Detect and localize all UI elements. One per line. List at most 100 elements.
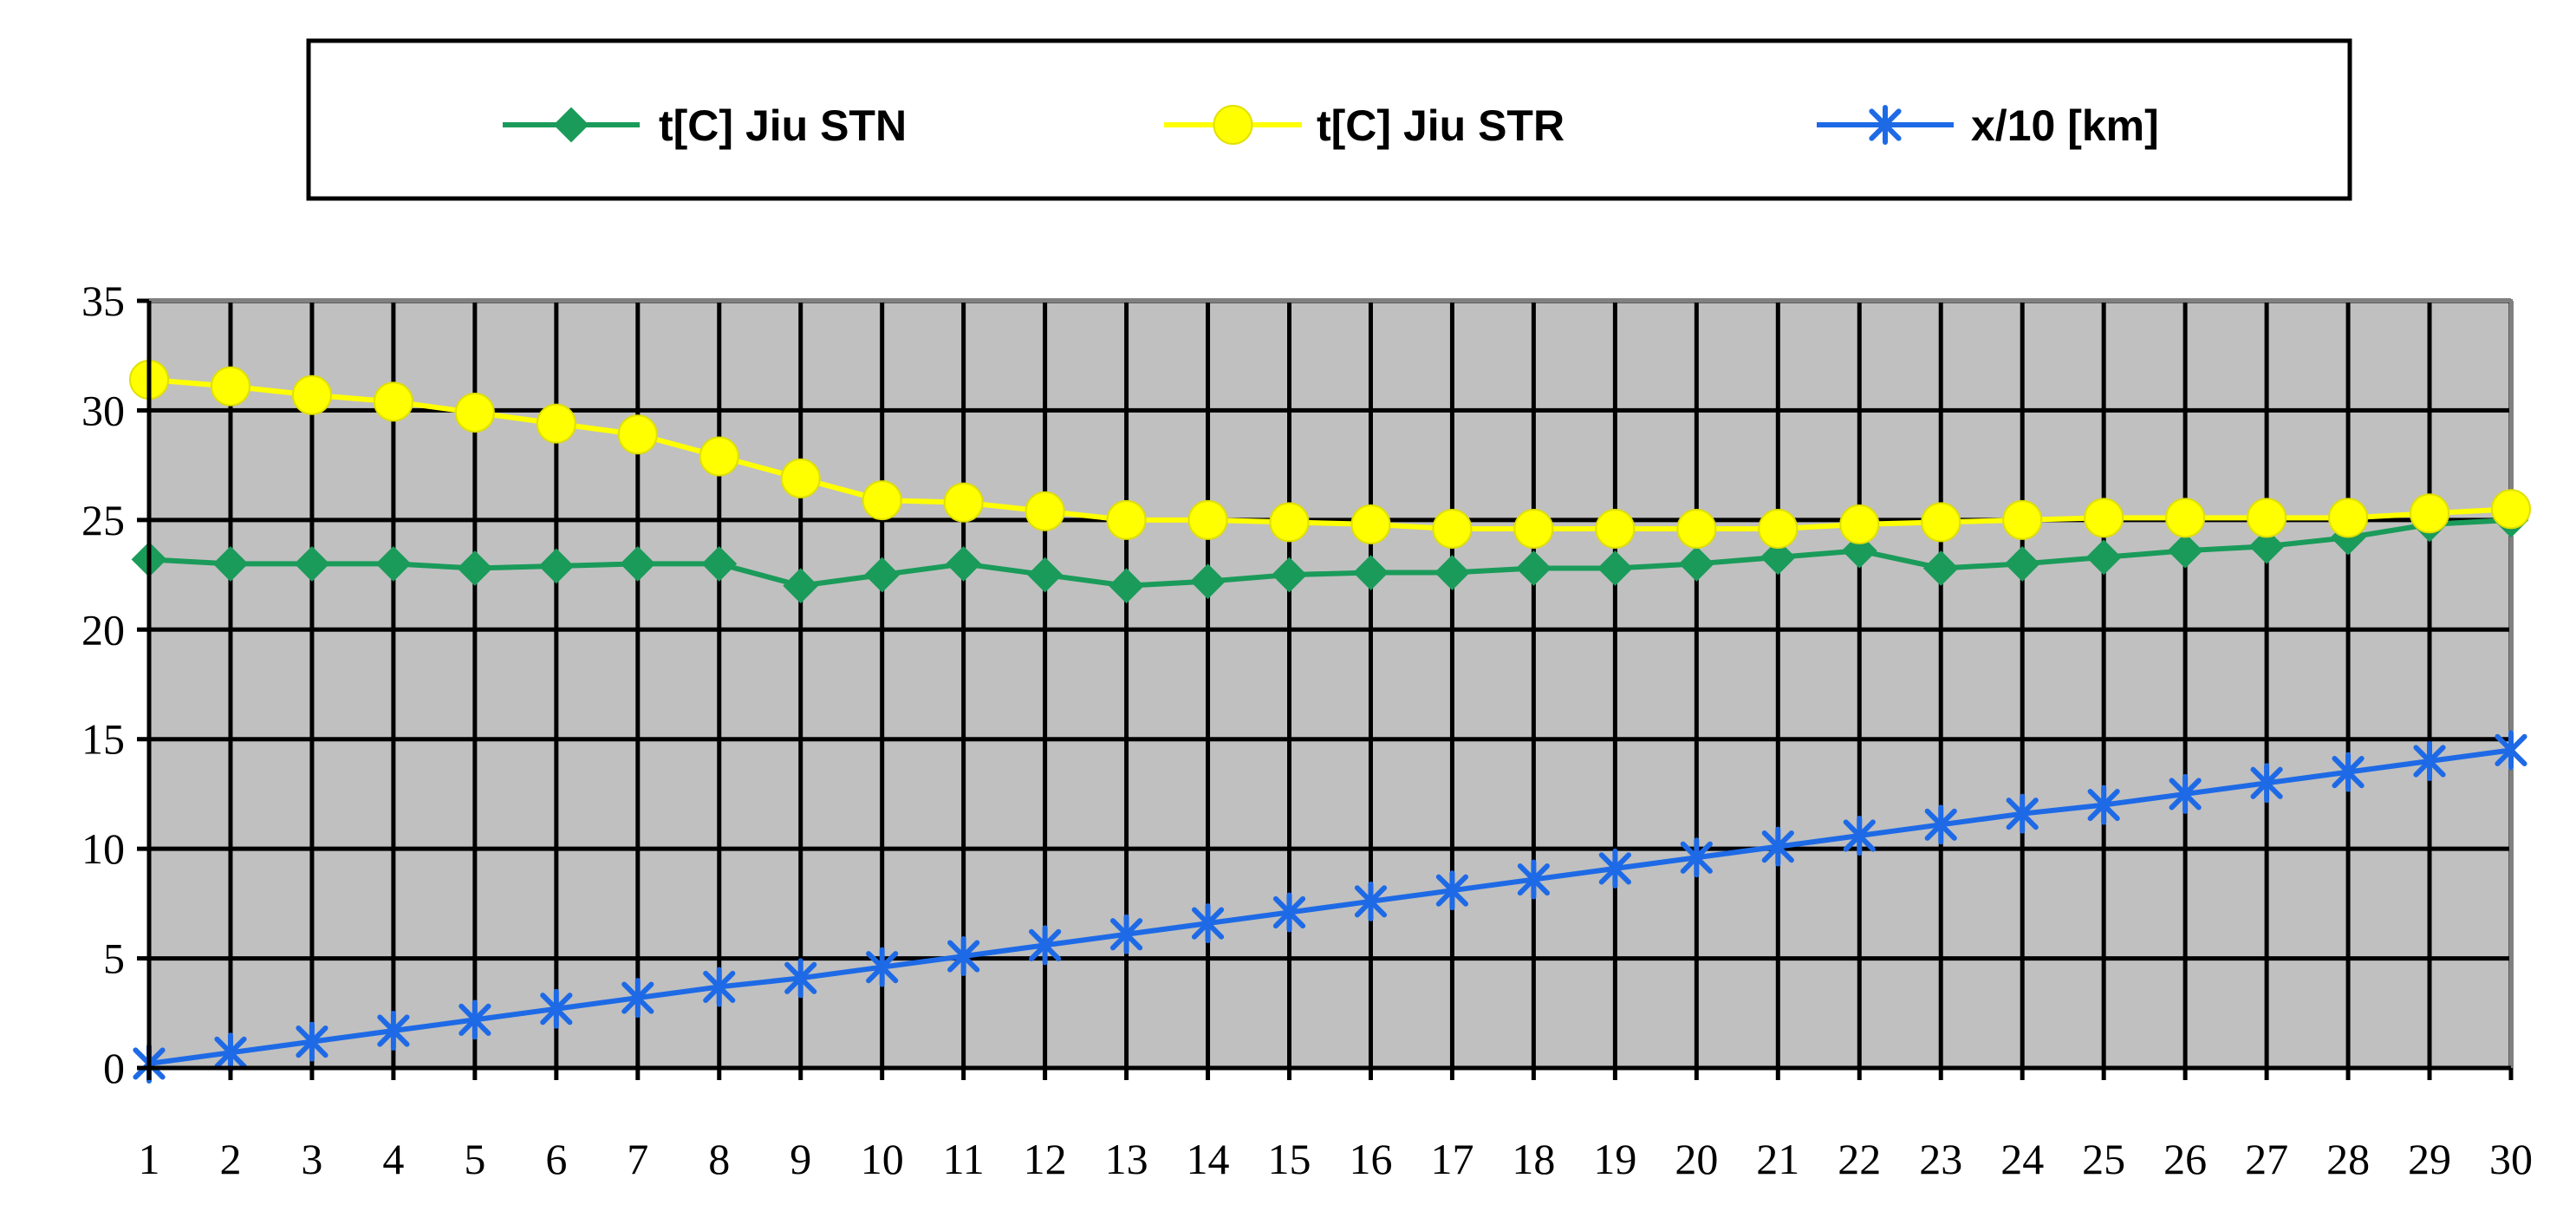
data-point — [1435, 870, 1469, 911]
data-point — [2413, 741, 2446, 781]
x-tick-label: 6 — [545, 1135, 567, 1183]
data-point — [2250, 763, 2283, 804]
data-point — [2495, 730, 2527, 771]
legend-marker — [1869, 105, 1902, 145]
data-point — [1758, 508, 1799, 549]
data-point — [540, 988, 573, 1029]
data-point — [1025, 491, 1065, 531]
y-tick-label: 0 — [103, 1044, 125, 1092]
data-point — [1109, 568, 1145, 604]
x-tick-label: 24 — [2000, 1135, 2044, 1183]
data-point — [1843, 815, 1876, 856]
data-point — [212, 546, 249, 582]
x-axis: 1 2 3 4 5 6 7 8 9 10 11 12 13 14 15 16 17 18 19 20 21 22 23 24 2… — [139, 1065, 2533, 1183]
data-point — [703, 967, 736, 1007]
x-tick-label: 25 — [2082, 1135, 2125, 1183]
legend: t[C] Jiu STN t[C] Jiu STR x/10 [km] — [306, 38, 2352, 201]
legend-box — [306, 38, 2352, 201]
data-point — [1513, 508, 1554, 549]
y-tick-label: 35 — [81, 277, 125, 325]
data-point — [701, 546, 738, 582]
series-3 — [133, 730, 2527, 1084]
legend-label: t[C] Jiu STR — [1317, 101, 1564, 150]
y-tick-label: 25 — [81, 496, 125, 544]
data-point — [538, 548, 575, 584]
x-tick-label: 30 — [2489, 1135, 2533, 1183]
x-tick-label: 1 — [139, 1135, 160, 1183]
data-point — [1922, 550, 1959, 586]
data-point — [457, 550, 493, 586]
x-tick-label: 23 — [1919, 1135, 1962, 1183]
legend-marker — [1213, 105, 1253, 145]
data-point — [294, 546, 330, 582]
data-point — [1761, 826, 1794, 867]
data-point — [1676, 508, 1717, 549]
x-tick-label: 26 — [2163, 1135, 2207, 1183]
x-tick-label: 19 — [1593, 1135, 1636, 1183]
series-layer — [129, 360, 2531, 1084]
data-point — [214, 1032, 247, 1073]
y-tick-label: 20 — [81, 605, 125, 654]
legend-item-1: t[C] Jiu STN — [503, 101, 907, 150]
data-point — [1106, 499, 1147, 540]
data-point — [536, 403, 576, 444]
data-point — [2002, 499, 2043, 540]
legend-label: t[C] Jiu STN — [659, 101, 907, 150]
x-tick-label: 3 — [301, 1135, 322, 1183]
x-tick-label: 12 — [1024, 1135, 1067, 1183]
data-point — [1595, 508, 1636, 549]
data-point — [1354, 881, 1388, 921]
x-tick-label: 5 — [464, 1135, 485, 1183]
data-point — [2169, 773, 2202, 814]
data-point — [699, 436, 739, 477]
data-point — [2410, 493, 2450, 534]
data-point — [1272, 892, 1306, 933]
data-point — [1029, 925, 1062, 966]
data-point — [2248, 528, 2285, 564]
data-point — [1517, 859, 1551, 900]
data-point — [2491, 489, 2531, 530]
data-point — [621, 978, 654, 1019]
x-tick-label: 22 — [1838, 1135, 1881, 1183]
x-tick-label: 13 — [1105, 1135, 1148, 1183]
y-tick-label: 15 — [81, 715, 125, 764]
x-tick-label: 28 — [2326, 1135, 2370, 1183]
data-point — [2167, 532, 2203, 569]
data-point — [864, 557, 901, 593]
data-point — [1190, 563, 1226, 600]
data-point — [946, 546, 982, 582]
data-point — [866, 947, 899, 987]
y-axis: 0 5 10 15 20 25 30 35 — [81, 277, 152, 1092]
data-point — [1678, 546, 1714, 582]
data-point — [459, 999, 491, 1040]
data-point — [1680, 837, 1713, 878]
series-line — [148, 747, 2512, 1066]
legend-label: x/10 [km] — [1971, 101, 2159, 150]
data-point — [2004, 546, 2040, 582]
data-point — [862, 480, 902, 521]
data-point — [1839, 504, 1880, 544]
data-point — [783, 568, 819, 604]
data-point — [1191, 903, 1225, 944]
data-point — [2085, 539, 2122, 576]
x-tick-label: 10 — [861, 1135, 904, 1183]
x-tick-label: 14 — [1187, 1135, 1230, 1183]
data-point — [373, 381, 413, 422]
x-tick-label: 20 — [1675, 1135, 1718, 1183]
data-point — [1272, 557, 1307, 593]
data-point — [291, 374, 332, 415]
data-point — [377, 1011, 410, 1051]
data-point — [296, 1021, 329, 1062]
x-tick-label: 9 — [790, 1135, 811, 1183]
x-tick-label: 16 — [1349, 1135, 1392, 1183]
series-1 — [131, 502, 2529, 604]
x-tick-label: 8 — [708, 1135, 730, 1183]
series-2 — [129, 360, 2531, 549]
data-point — [784, 958, 817, 999]
data-point — [2247, 498, 2287, 538]
x-tick-label: 7 — [627, 1135, 648, 1183]
x-tick-label: 15 — [1268, 1135, 1311, 1183]
legend-marker — [553, 107, 589, 143]
y-tick-label: 10 — [81, 824, 125, 873]
